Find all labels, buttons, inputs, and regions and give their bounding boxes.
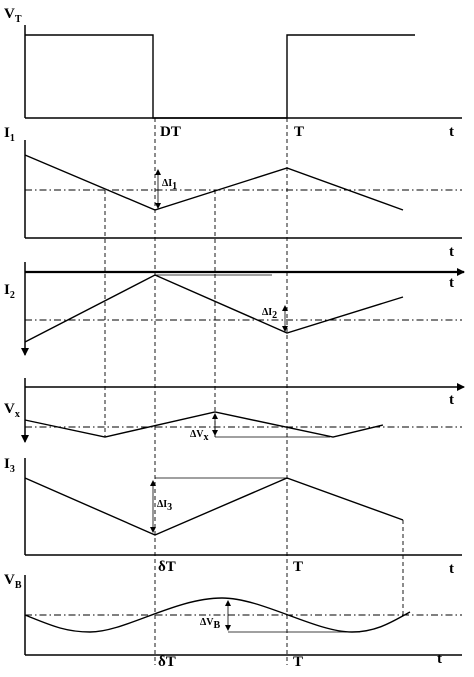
time-axis-label: t: [449, 561, 454, 577]
time-axis-label: t: [437, 651, 442, 667]
time-axis-label: t: [449, 392, 454, 408]
delta-label: ΔVB: [200, 617, 221, 631]
signal-label: I2: [4, 282, 15, 301]
time-axis-label: t: [449, 244, 454, 260]
delta-label: ΔVx: [190, 429, 209, 443]
reference-lines: [104, 118, 404, 665]
time-axis-label: t: [449, 275, 454, 291]
time-marker: T: [294, 124, 304, 140]
panel-vx: Vx ΔVx t: [4, 378, 465, 443]
delta-label: ΔI3: [157, 499, 172, 513]
panel-i3: I3 ΔI3 δT T t: [4, 456, 462, 577]
panel-i1: I1 ΔI1 t: [4, 125, 462, 260]
signal-label: I3: [4, 456, 15, 475]
time-marker: T: [293, 654, 303, 670]
signal-label: Vx: [4, 401, 20, 420]
signal-label: I1: [4, 125, 15, 144]
delta-label: ΔI2: [262, 307, 277, 321]
panel-vb: VB ΔVB δT T t: [4, 572, 462, 670]
time-marker: T: [293, 559, 303, 575]
panel-vt: VT DT T t: [4, 6, 462, 140]
delta-label: ΔI1: [162, 178, 177, 192]
time-marker: δT: [158, 654, 176, 670]
signal-label: VT: [4, 6, 22, 25]
time-marker: δT: [158, 559, 176, 575]
time-marker: DT: [160, 124, 181, 140]
panel-i2: I2 ΔI2 t: [4, 262, 465, 356]
time-axis-label: t: [449, 124, 454, 140]
signal-label: VB: [4, 572, 22, 591]
